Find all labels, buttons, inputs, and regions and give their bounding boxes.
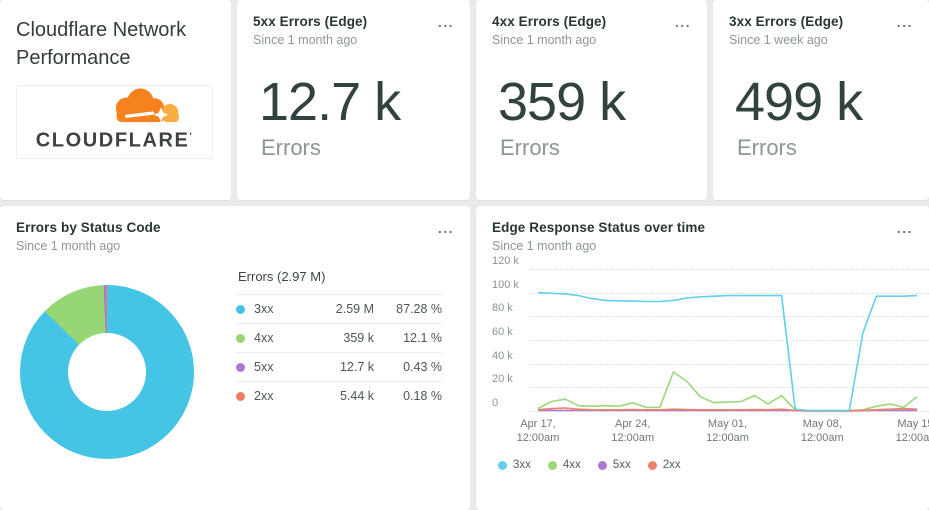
line-plot <box>530 269 929 412</box>
facet-label: 3xx <box>254 302 274 316</box>
card-since: Since 1 month ago <box>492 239 597 253</box>
x-tick: Apr 17, 12:00am <box>516 418 560 444</box>
timeseries-card: Edge Response Status over time Since 1 m… <box>476 206 929 510</box>
card-menu-icon[interactable]: ... <box>437 14 454 30</box>
facet-pct: 87.28 % <box>396 302 442 316</box>
legend-dot-5xx <box>236 362 245 372</box>
y-axis-labels: 120 k 100 k 80 k 60 k 40 k 20 k 0 <box>492 255 519 409</box>
page-title: Cloudflare Network Performance <box>16 19 187 69</box>
facet-table: Errors (2.97 M) 3xx 2.59 M 87.28 % 4xx 3… <box>236 269 442 459</box>
facet-table-header: Errors (2.97 M) <box>238 269 326 284</box>
facet-row-5xx[interactable]: 5xx 12.7 k 0.43 % <box>236 352 442 381</box>
legend-label: 2xx <box>662 459 681 471</box>
stat-card-4xx: 4xx Errors (Edge) Since 1 month ago ... … <box>476 0 707 200</box>
facet-row-3xx[interactable]: 3xx 2.59 M 87.28 % <box>236 294 442 323</box>
facet-value: 12.7 k <box>339 360 374 374</box>
facet-pct: 12.1 % <box>403 331 442 345</box>
card-since: Since 1 month ago <box>492 33 597 47</box>
legend-dot-4xx <box>547 460 557 470</box>
chart-legend: 3xx 4xx 5xx 2xx <box>476 449 929 471</box>
card-title: 4xx Errors (Edge) <box>492 14 607 29</box>
facet-row-2xx[interactable]: 2xx 5.44 k 0.18 % <box>236 381 442 410</box>
facet-value: 2.59 M <box>335 302 374 316</box>
donut-hole <box>68 333 146 411</box>
legend-dot-2xx <box>647 460 657 470</box>
legend-item-2xx[interactable]: 2xx <box>647 459 681 471</box>
card-title: Edge Response Status over time <box>492 220 706 235</box>
legend-label: 3xx <box>513 459 531 471</box>
facet-pct: 0.43 % <box>403 360 442 374</box>
x-tick: May 08, 12:00am <box>800 418 844 444</box>
facet-value: 359 k <box>343 331 374 345</box>
card-menu-icon[interactable]: ... <box>437 220 454 236</box>
stat-label: Errors <box>261 135 321 160</box>
stat-label: Errors <box>737 135 797 160</box>
stat-value: 359 k <box>498 72 626 132</box>
stat-value: 12.7 k <box>259 72 401 132</box>
cloudflare-wordmark: CLOUDFLARE' <box>35 130 194 152</box>
cloudflare-logo: CLOUDFLARE' <box>16 85 213 159</box>
card-title: 3xx Errors (Edge) <box>729 14 844 29</box>
stat-value: 499 k <box>735 72 863 132</box>
dashboard-title-card: Cloudflare Network Performance CLOUDFLAR… <box>0 0 231 200</box>
card-title: Errors by Status Code <box>16 220 161 235</box>
legend-dot-3xx <box>236 304 245 314</box>
legend-dot-2xx <box>236 391 245 401</box>
x-tick: Apr 24, 12:00am <box>611 418 655 444</box>
x-tick: May 15,12:00am <box>895 418 929 444</box>
card-menu-icon[interactable]: ... <box>896 14 913 30</box>
stat-card-3xx: 3xx Errors (Edge) Since 1 week ago ... 4… <box>713 0 929 200</box>
facet-label: 5xx <box>254 360 274 374</box>
legend-item-5xx[interactable]: 5xx <box>597 459 631 471</box>
legend-label: 4xx <box>562 459 581 471</box>
cloudflare-cloud-icon <box>115 88 179 123</box>
card-menu-icon[interactable]: ... <box>674 14 691 30</box>
card-since: Since 1 month ago <box>16 239 121 253</box>
legend-dot-5xx <box>597 460 607 470</box>
card-menu-icon[interactable]: ... <box>896 220 913 236</box>
card-title: 5xx Errors (Edge) <box>253 14 368 29</box>
facet-label: 2xx <box>254 389 274 403</box>
facet-pct: 0.18 % <box>403 389 442 403</box>
x-tick: May 01, 12:00am <box>706 418 749 444</box>
legend-item-4xx[interactable]: 4xx <box>547 459 581 471</box>
legend-dot-3xx <box>498 460 507 470</box>
x-axis-labels: Apr 17, 12:00am Apr 24, 12:00am May 01, 12:… <box>517 417 929 449</box>
stat-card-5xx: 5xx Errors (Edge) Since 1 month ago ... … <box>237 0 470 200</box>
facet-label: 4xx <box>254 331 274 345</box>
legend-item-3xx[interactable]: 3xx <box>498 459 531 471</box>
legend-dot-4xx <box>236 333 245 343</box>
stat-label: Errors <box>500 135 560 160</box>
facet-row-4xx[interactable]: 4xx 359 k 12.1 % <box>236 323 442 352</box>
card-since: Since 1 week ago <box>729 33 828 47</box>
card-since: Since 1 month ago <box>253 33 358 47</box>
facet-value: 5.44 k <box>339 389 374 403</box>
donut-card: Errors by Status Code Since 1 month ago … <box>0 206 470 510</box>
donut-chart[interactable] <box>20 285 194 459</box>
legend-label: 5xx <box>612 459 631 471</box>
